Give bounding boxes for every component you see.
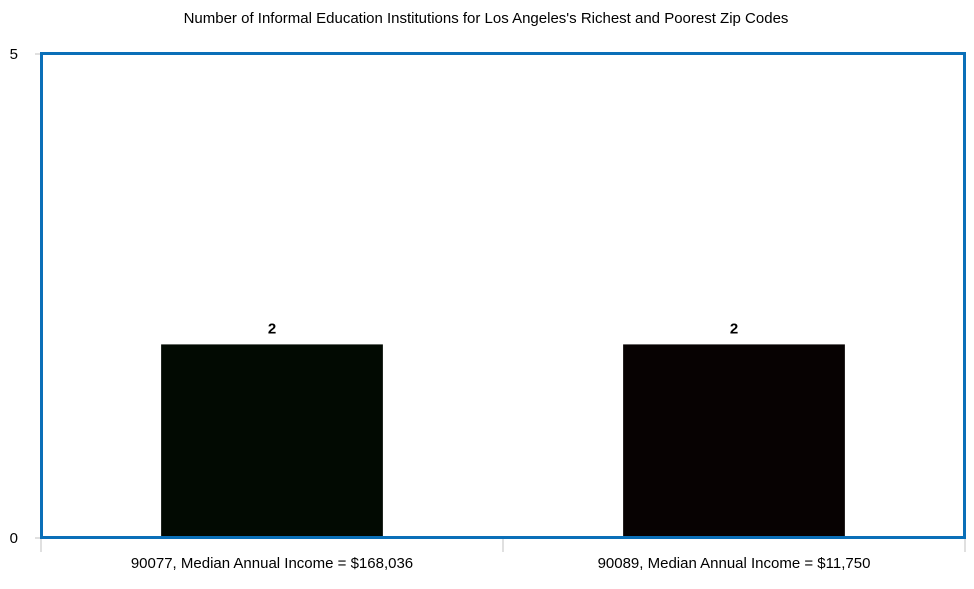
y-axis: 05 [10,46,41,547]
plot-area-border [40,52,966,539]
x-category-label: 90089, Median Annual Income = $11,750 [598,555,871,572]
x-category-label: 90077, Median Annual Income = $168,036 [131,555,413,572]
y-tick-label: 0 [10,530,18,547]
bar [161,344,383,538]
y-tick-label: 5 [10,46,18,63]
bar-data-label: 2 [730,320,738,337]
bar-data-label: 2 [268,320,276,337]
x-axis: 90077, Median Annual Income = $168,036 90… [40,537,966,572]
chart-title: Number of Informal Education Institution… [184,10,789,27]
bar [623,344,845,538]
